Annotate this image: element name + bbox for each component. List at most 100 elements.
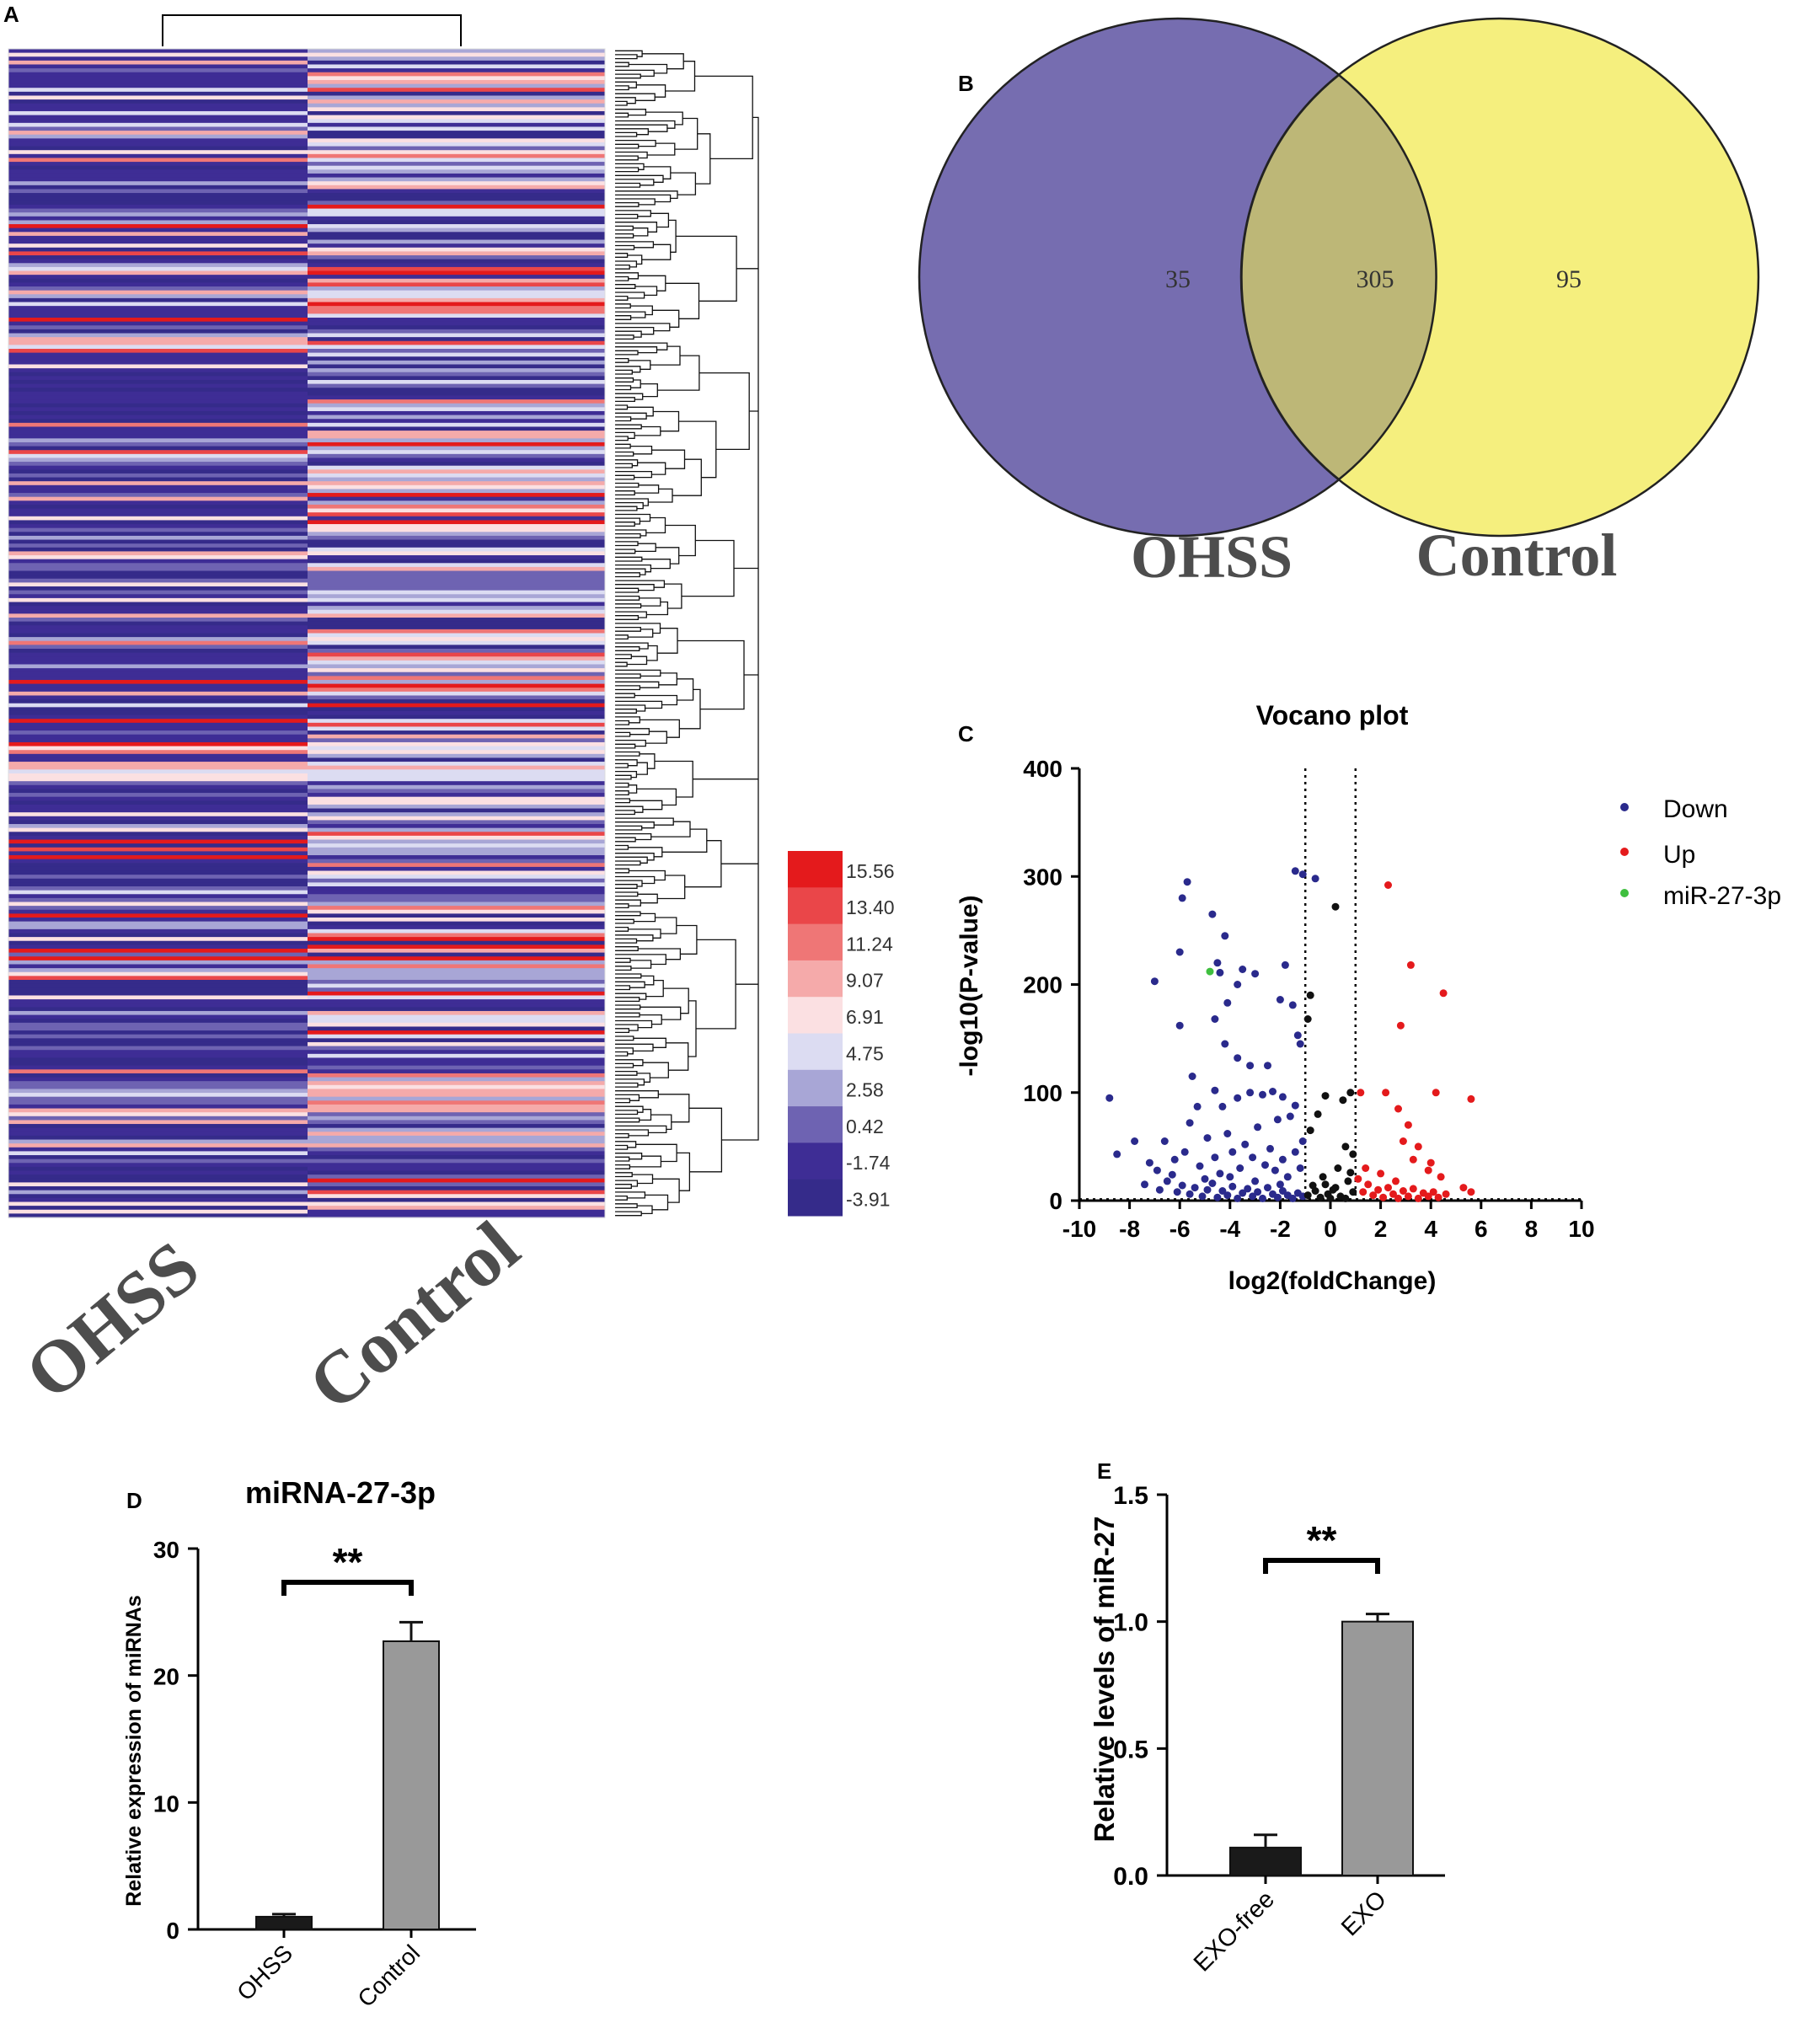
volcano-points	[1105, 867, 1475, 1202]
heatmap-cell	[8, 372, 308, 377]
heatmap-cell	[308, 294, 605, 299]
heatmap-cell	[8, 1206, 308, 1211]
volcano-point	[1306, 1126, 1314, 1135]
volcano-x-tick-label: 0	[1324, 1216, 1337, 1242]
heatmap-cell	[308, 275, 605, 280]
heatmap-cell	[8, 582, 308, 587]
heatmap-cell	[308, 134, 605, 139]
volcano-point	[1286, 1112, 1294, 1121]
volcano-x-tick-label: 2	[1374, 1216, 1388, 1242]
panel-label-e: E	[1097, 1458, 1111, 1484]
volcano-point	[1234, 981, 1242, 988]
heatmap-cell	[308, 789, 605, 794]
volcano-point	[1281, 960, 1289, 969]
heatmap-cell	[8, 201, 308, 206]
heatmap-cell	[8, 1209, 308, 1214]
volcano-point	[1198, 1192, 1207, 1201]
volcano-x-tick-label: -8	[1119, 1216, 1140, 1242]
heatmap-cell	[8, 158, 308, 163]
heatmap-cell	[308, 1197, 605, 1203]
heatmap-cell	[8, 543, 308, 548]
bar-y-tick-label: 1.0	[1113, 1609, 1148, 1637]
heatmap-cell	[8, 131, 308, 136]
volcano-point	[1392, 1177, 1400, 1185]
volcano-y-tick-label: 200	[1023, 972, 1062, 998]
heatmap-cell	[8, 1120, 308, 1125]
heatmap-cell	[308, 438, 605, 443]
colorbar-swatch	[788, 851, 843, 888]
heatmap-cell	[8, 979, 308, 985]
volcano-point	[1362, 1164, 1370, 1172]
heatmap-cell	[308, 1201, 605, 1207]
volcano-point	[1221, 1040, 1229, 1048]
heatmap-cell	[8, 49, 308, 54]
heatmap-cell	[308, 793, 605, 798]
heatmap-cell	[8, 1050, 308, 1055]
heatmap-cell	[308, 399, 605, 404]
heatmap-cell	[308, 318, 605, 323]
bar-y-tick-label: 30	[153, 1537, 179, 1563]
volcano-point	[1186, 1190, 1194, 1198]
heatmap-cell	[8, 796, 308, 801]
significance-stars: **	[333, 1540, 363, 1584]
legend-label-up: Up	[1663, 841, 1695, 869]
volcano-point	[1168, 1170, 1176, 1179]
volcano-point	[1145, 1158, 1153, 1167]
heatmap-cell	[308, 586, 605, 591]
legend-label-down: Down	[1663, 795, 1728, 823]
heatmap-cell	[308, 999, 605, 1004]
heatmap-cell	[308, 349, 605, 354]
heatmap-cell	[8, 52, 308, 57]
volcano-point	[1239, 1189, 1247, 1197]
heatmap-cell	[308, 508, 605, 513]
heatmap-cell	[8, 462, 308, 467]
volcano-point	[1173, 1188, 1181, 1196]
heatmap-cell	[308, 302, 605, 307]
volcano-point	[1429, 1188, 1437, 1196]
volcano-x-tick-label: -4	[1219, 1216, 1240, 1242]
heatmap-cell	[308, 126, 605, 131]
colorbar-tick-label: 6.91	[846, 1006, 884, 1028]
heatmap-cell	[8, 379, 308, 385]
heatmap-cell	[308, 800, 605, 805]
heatmap-cell	[308, 60, 605, 66]
volcano-point	[1234, 1094, 1242, 1102]
heatmap-cell	[308, 1206, 605, 1211]
heatmap-cell	[308, 547, 605, 553]
colorbar-swatch	[788, 1106, 843, 1143]
heatmap-cell	[308, 870, 605, 875]
heatmap-cell	[308, 72, 605, 77]
heatmap-cell	[8, 559, 308, 564]
heatmap-cell	[8, 575, 308, 580]
heatmap-cell	[308, 944, 605, 950]
volcano-point	[1374, 1185, 1383, 1194]
heatmap-cell	[8, 356, 308, 361]
heatmap-cell	[8, 820, 308, 825]
volcano-point	[1244, 1185, 1252, 1193]
heatmap-cells	[8, 48, 606, 1218]
heatmap-cell	[308, 621, 605, 626]
volcano-point	[1354, 1174, 1362, 1183]
heatmap-cell	[8, 329, 308, 334]
heatmap-cell	[8, 441, 308, 447]
heatmap-cell	[8, 897, 308, 903]
heatmap-cell	[8, 457, 308, 463]
heatmap-cell	[8, 672, 308, 677]
volcano-point	[1369, 1191, 1378, 1200]
volcano-point	[1399, 1187, 1407, 1195]
volcano-point	[1216, 1169, 1224, 1178]
heatmap-cell	[308, 1186, 605, 1191]
heatmap-cell	[308, 255, 605, 260]
heatmap-cell	[308, 162, 605, 167]
heatmap-cell	[308, 741, 605, 747]
heatmap-cell	[8, 391, 308, 397]
heatmap-cell	[308, 1151, 605, 1156]
heatmap-cell	[308, 1116, 605, 1121]
heatmap-cell	[8, 196, 308, 201]
volcano-point	[1442, 1190, 1450, 1198]
volcano-point	[1266, 1144, 1274, 1153]
heatmap-cell	[308, 189, 605, 194]
heatmap-cell	[8, 902, 308, 907]
heatmap-cell	[8, 551, 308, 556]
